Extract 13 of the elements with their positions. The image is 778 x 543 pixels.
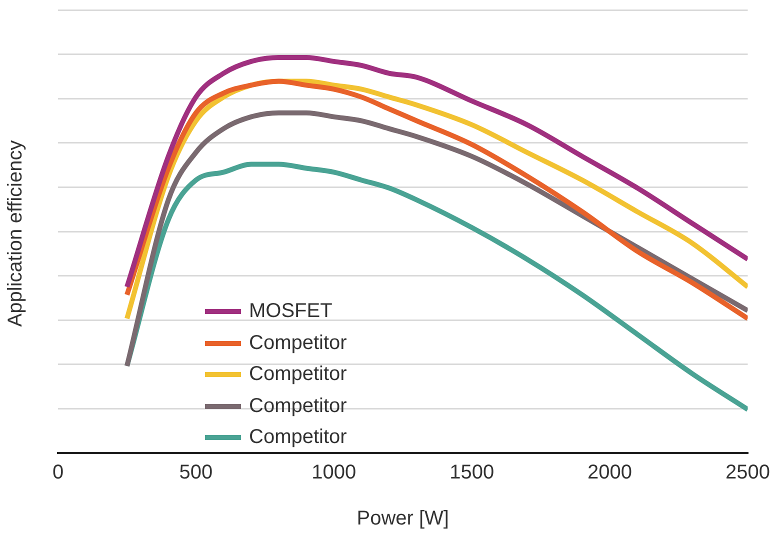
- x-axis-title: Power [W]: [356, 508, 449, 530]
- x-tick-label: 500: [179, 462, 213, 484]
- legend-label: Competitor: [249, 425, 347, 450]
- legend-label: Competitor: [249, 330, 347, 356]
- x-tick-label: 2500: [726, 462, 770, 484]
- y-axis-title: Application efficiency: [4, 140, 27, 327]
- x-tick-label: 1000: [312, 462, 356, 484]
- legend-label: MOSFET: [249, 299, 332, 324]
- legend-label: Competitor: [249, 394, 347, 418]
- legend-label: Competitor: [249, 362, 347, 387]
- x-tick-label: 1500: [450, 462, 494, 484]
- x-tick-label: 0: [52, 462, 64, 484]
- x-tick-label: 2000: [588, 462, 632, 484]
